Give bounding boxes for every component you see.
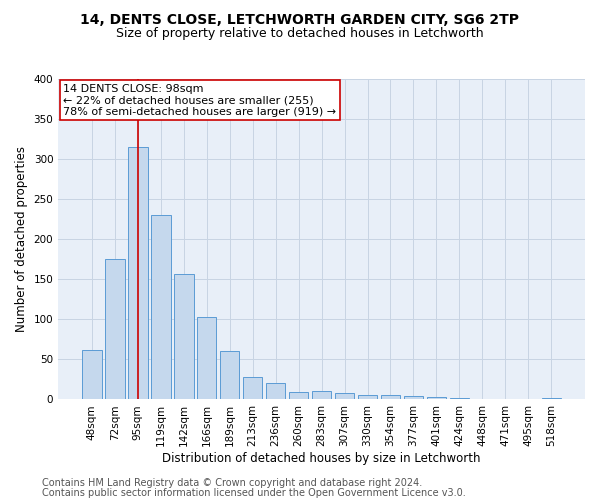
Text: Contains HM Land Registry data © Crown copyright and database right 2024.: Contains HM Land Registry data © Crown c… bbox=[42, 478, 422, 488]
Bar bbox=[197, 317, 217, 400]
Bar bbox=[381, 396, 400, 400]
Bar bbox=[449, 398, 469, 400]
Bar bbox=[335, 393, 355, 400]
Bar bbox=[496, 398, 515, 400]
Bar bbox=[266, 382, 286, 400]
Bar bbox=[404, 396, 423, 400]
Bar bbox=[105, 260, 125, 400]
Text: 14 DENTS CLOSE: 98sqm
← 22% of detached houses are smaller (255)
78% of semi-det: 14 DENTS CLOSE: 98sqm ← 22% of detached … bbox=[64, 84, 337, 117]
Text: 14, DENTS CLOSE, LETCHWORTH GARDEN CITY, SG6 2TP: 14, DENTS CLOSE, LETCHWORTH GARDEN CITY,… bbox=[80, 12, 520, 26]
Bar bbox=[427, 397, 446, 400]
Text: Size of property relative to detached houses in Letchworth: Size of property relative to detached ho… bbox=[116, 28, 484, 40]
Bar bbox=[542, 398, 561, 400]
Bar bbox=[151, 215, 170, 400]
Bar bbox=[82, 350, 101, 400]
Bar bbox=[289, 392, 308, 400]
X-axis label: Distribution of detached houses by size in Letchworth: Distribution of detached houses by size … bbox=[163, 452, 481, 465]
Bar bbox=[358, 394, 377, 400]
Bar bbox=[243, 377, 262, 400]
Text: Contains public sector information licensed under the Open Government Licence v3: Contains public sector information licen… bbox=[42, 488, 466, 498]
Bar bbox=[518, 398, 538, 400]
Y-axis label: Number of detached properties: Number of detached properties bbox=[15, 146, 28, 332]
Bar bbox=[473, 398, 492, 400]
Bar bbox=[128, 147, 148, 400]
Bar bbox=[312, 392, 331, 400]
Bar bbox=[174, 274, 194, 400]
Bar bbox=[220, 350, 239, 400]
